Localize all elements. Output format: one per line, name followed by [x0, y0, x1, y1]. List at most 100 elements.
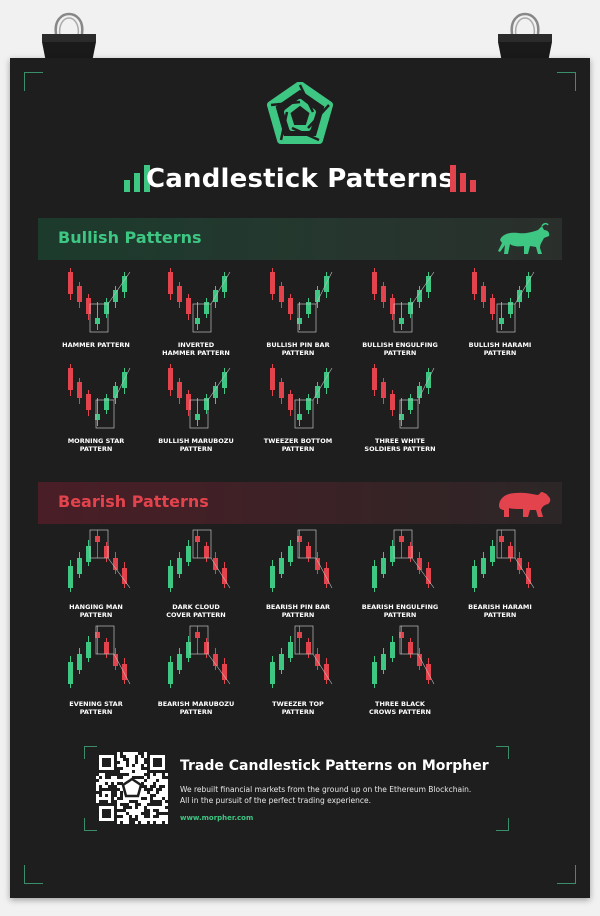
- candle-body: [526, 568, 531, 584]
- qr-module: [111, 791, 114, 794]
- candle-body: [490, 546, 495, 562]
- qr-module: [120, 794, 123, 797]
- qr-module: [111, 785, 114, 788]
- qr-module: [111, 800, 114, 803]
- candle-body: [195, 536, 200, 542]
- footer-description: We rebuilt financial markets from the gr…: [180, 784, 510, 806]
- candle-body: [177, 286, 182, 302]
- candle-body: [288, 642, 293, 658]
- trend-line: [107, 557, 131, 589]
- corner-mark: [84, 818, 97, 831]
- qr-module: [144, 785, 147, 788]
- qr-module: [117, 815, 120, 818]
- candle-body: [288, 546, 293, 562]
- pattern-highlight-box: [89, 303, 109, 333]
- candle-body: [426, 568, 431, 584]
- qr-module: [117, 776, 120, 779]
- qr-module: [105, 800, 108, 803]
- candle-body: [372, 368, 377, 390]
- qr-module: [129, 821, 132, 824]
- qr-module: [138, 803, 141, 806]
- candle-body: [279, 382, 284, 398]
- qr-module: [135, 755, 138, 758]
- qr-module: [144, 761, 147, 764]
- qr-module: [111, 797, 114, 800]
- qr-module: [117, 782, 120, 785]
- candle-body: [95, 536, 100, 542]
- candle-body: [297, 536, 302, 542]
- footer-link[interactable]: www.morpher.com: [180, 814, 254, 822]
- qr-module: [129, 818, 132, 821]
- candle-body: [279, 654, 284, 670]
- qr-module: [153, 782, 156, 785]
- qr-module: [150, 800, 153, 803]
- qr-module: [105, 782, 108, 785]
- pattern-highlight-box: [192, 529, 212, 559]
- bull-icon: [498, 222, 550, 254]
- qr-module: [120, 773, 123, 776]
- qr-module: [120, 752, 123, 755]
- candle-body: [426, 372, 431, 388]
- corner-mark: [24, 72, 43, 91]
- pattern-label: BULLISH HARAMI PATTERN: [468, 341, 532, 357]
- candle-body: [315, 654, 320, 666]
- candle-body: [408, 398, 413, 410]
- footer-title: Trade Candlestick Patterns on Morpher: [180, 758, 489, 774]
- candle-body: [306, 642, 311, 654]
- candlestick-pattern-chart: [168, 364, 231, 429]
- qr-module: [123, 773, 126, 776]
- qr-module: [159, 812, 162, 815]
- qr-module: [150, 794, 153, 797]
- candle-body: [508, 302, 513, 314]
- qr-module: [147, 809, 150, 812]
- qr-module: [117, 809, 120, 812]
- candle-body: [270, 566, 275, 588]
- candle-body: [417, 654, 422, 666]
- candle-body: [315, 290, 320, 302]
- pattern-highlight-box: [189, 399, 209, 429]
- qr-module: [153, 809, 156, 812]
- candle-body: [122, 372, 127, 388]
- qr-module: [111, 782, 114, 785]
- pattern-label: BEARISH MARUBOZU PATTERN: [157, 700, 235, 716]
- qr-module: [111, 794, 114, 797]
- qr-module: [153, 821, 156, 824]
- qr-module: [156, 788, 159, 791]
- qr-module: [144, 815, 147, 818]
- qr-module: [120, 782, 123, 785]
- candlestick-pattern-chart: [68, 529, 131, 592]
- qr-module: [162, 797, 165, 800]
- candle-body: [104, 398, 109, 410]
- candle-body: [270, 368, 275, 390]
- pattern-highlight-box: [294, 399, 314, 429]
- qr-module: [105, 773, 108, 776]
- pattern-highlight-box: [399, 625, 419, 655]
- bars-down-icon: [450, 165, 476, 192]
- candle-body: [481, 558, 486, 574]
- qr-module: [165, 776, 168, 779]
- qr-module: [102, 800, 105, 803]
- candle-body: [315, 558, 320, 570]
- qr-module: [126, 806, 129, 809]
- qr-module: [108, 776, 111, 779]
- candle-body: [186, 298, 191, 314]
- qr-module: [162, 785, 165, 788]
- candle-body: [306, 302, 311, 314]
- candle-body: [472, 272, 477, 294]
- qr-logo: [121, 777, 143, 798]
- candle-body: [297, 632, 302, 638]
- qr-module: [114, 788, 117, 791]
- pattern-label: DARK CLOUD COVER PATTERN: [166, 603, 226, 619]
- qr-module: [123, 806, 126, 809]
- binder-clip-icon: [498, 12, 552, 62]
- qr-module: [153, 815, 156, 818]
- qr-module: [105, 794, 108, 797]
- candle-body: [297, 318, 302, 324]
- qr-module: [144, 797, 147, 800]
- candle-body: [517, 558, 522, 570]
- candle-body: [168, 662, 173, 684]
- candle-body: [408, 642, 413, 654]
- trend-line: [113, 367, 131, 401]
- candle-body: [95, 414, 100, 420]
- pattern-label: TWEEZER TOP PATTERN: [272, 700, 324, 716]
